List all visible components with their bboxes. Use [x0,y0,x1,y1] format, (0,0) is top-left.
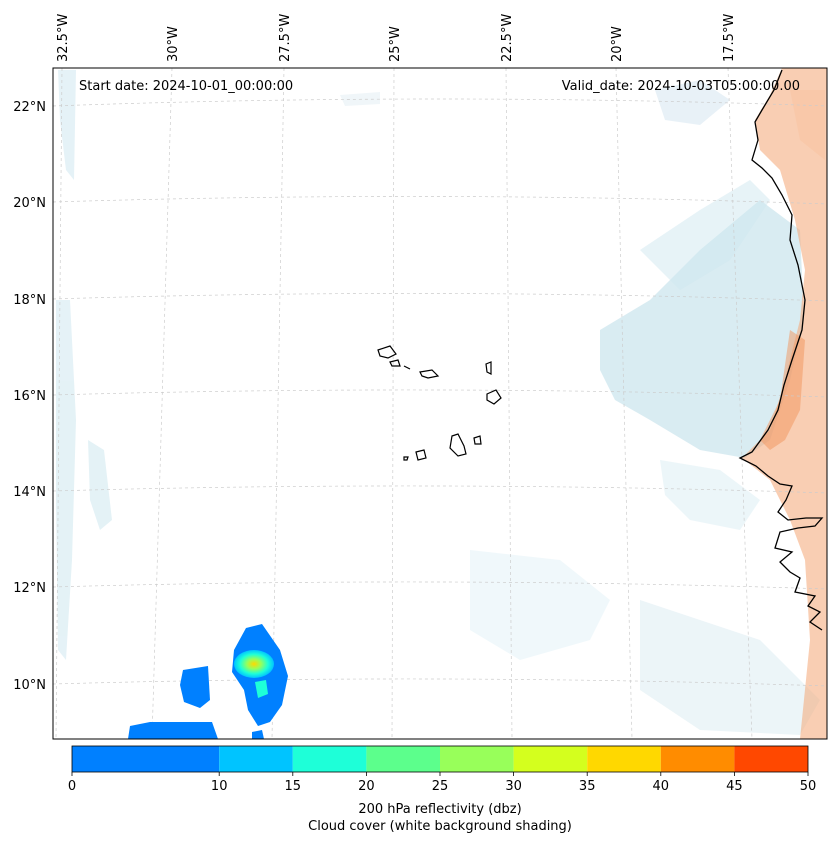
colorbar-tick-label: 40 [653,779,670,794]
colorbar-label-reflectivity: 200 hPa reflectivity (dbz) [358,802,521,817]
lon-label-25w: 25°W [388,26,403,62]
lon-label-17-5w: 17.5°W [722,14,737,62]
colorbar-segment [72,746,220,772]
lat-label-14n: 14°N [13,485,46,500]
lon-label-27-5w: 27.5°W [278,14,293,62]
colorbar-segment [440,746,514,772]
colorbar-tick-label: 35 [579,779,596,794]
map-frame [52,67,828,740]
reflectivity-blobs [128,624,288,739]
start-date-label: Start date: 2024-10-01_00:00:00 [79,79,293,94]
colorbar-segment [219,746,293,772]
colorbar-tick-label: 15 [285,779,302,794]
colorbar-tick-label: 10 [211,779,228,794]
lat-label-22n: 22°N [13,100,46,115]
lat-label-18n: 18°N [13,293,46,308]
lat-label-20n: 20°N [13,196,46,211]
map-panel [53,68,827,739]
colorbar-segment [660,746,735,772]
cloud-shading-west [56,70,112,660]
cloud-shading-east [340,80,820,735]
cape-verde-islands [377,345,502,461]
coastline-africa [738,69,824,631]
lat-label-16n: 16°N [13,389,46,404]
lat-label-10n: 10°N [13,678,46,693]
colorbar-tick-label: 20 [358,779,375,794]
gridlines [53,68,827,739]
colorbar-segment [292,746,367,772]
colorbar-segment [587,746,661,772]
latitude-labels: 22°N 20°N 18°N 16°N 14°N 12°N 10°N [13,100,46,693]
longitude-labels: 32.5°W 30°W 27.5°W 25°W 22.5°W 20°W 17.5… [56,14,737,62]
colorbar: 0 10 15 20 25 30 35 40 45 50 [68,745,817,794]
colorbar-tick-label: 50 [800,779,817,794]
colorbar-label-cloud-cover: Cloud cover (white background shading) [308,819,572,834]
colorbar-tick-label: 0 [68,779,76,794]
colorbar-segment [734,746,808,772]
lon-label-20w: 20°W [610,26,625,62]
lon-label-30w: 30°W [166,26,181,62]
colorbar-tick-label: 45 [726,779,743,794]
valid-date-label: Valid_date: 2024-10-03T05:00:00.00 [562,79,800,94]
colorbar-segment [513,746,588,772]
colorbar-tick-label: 25 [432,779,449,794]
lon-label-22-5w: 22.5°W [500,14,515,62]
colorbar-segment [366,746,440,772]
lon-label-32-5w: 32.5°W [56,14,71,62]
colorbar-tick-label: 30 [505,779,522,794]
lat-label-12n: 12°N [13,581,46,596]
